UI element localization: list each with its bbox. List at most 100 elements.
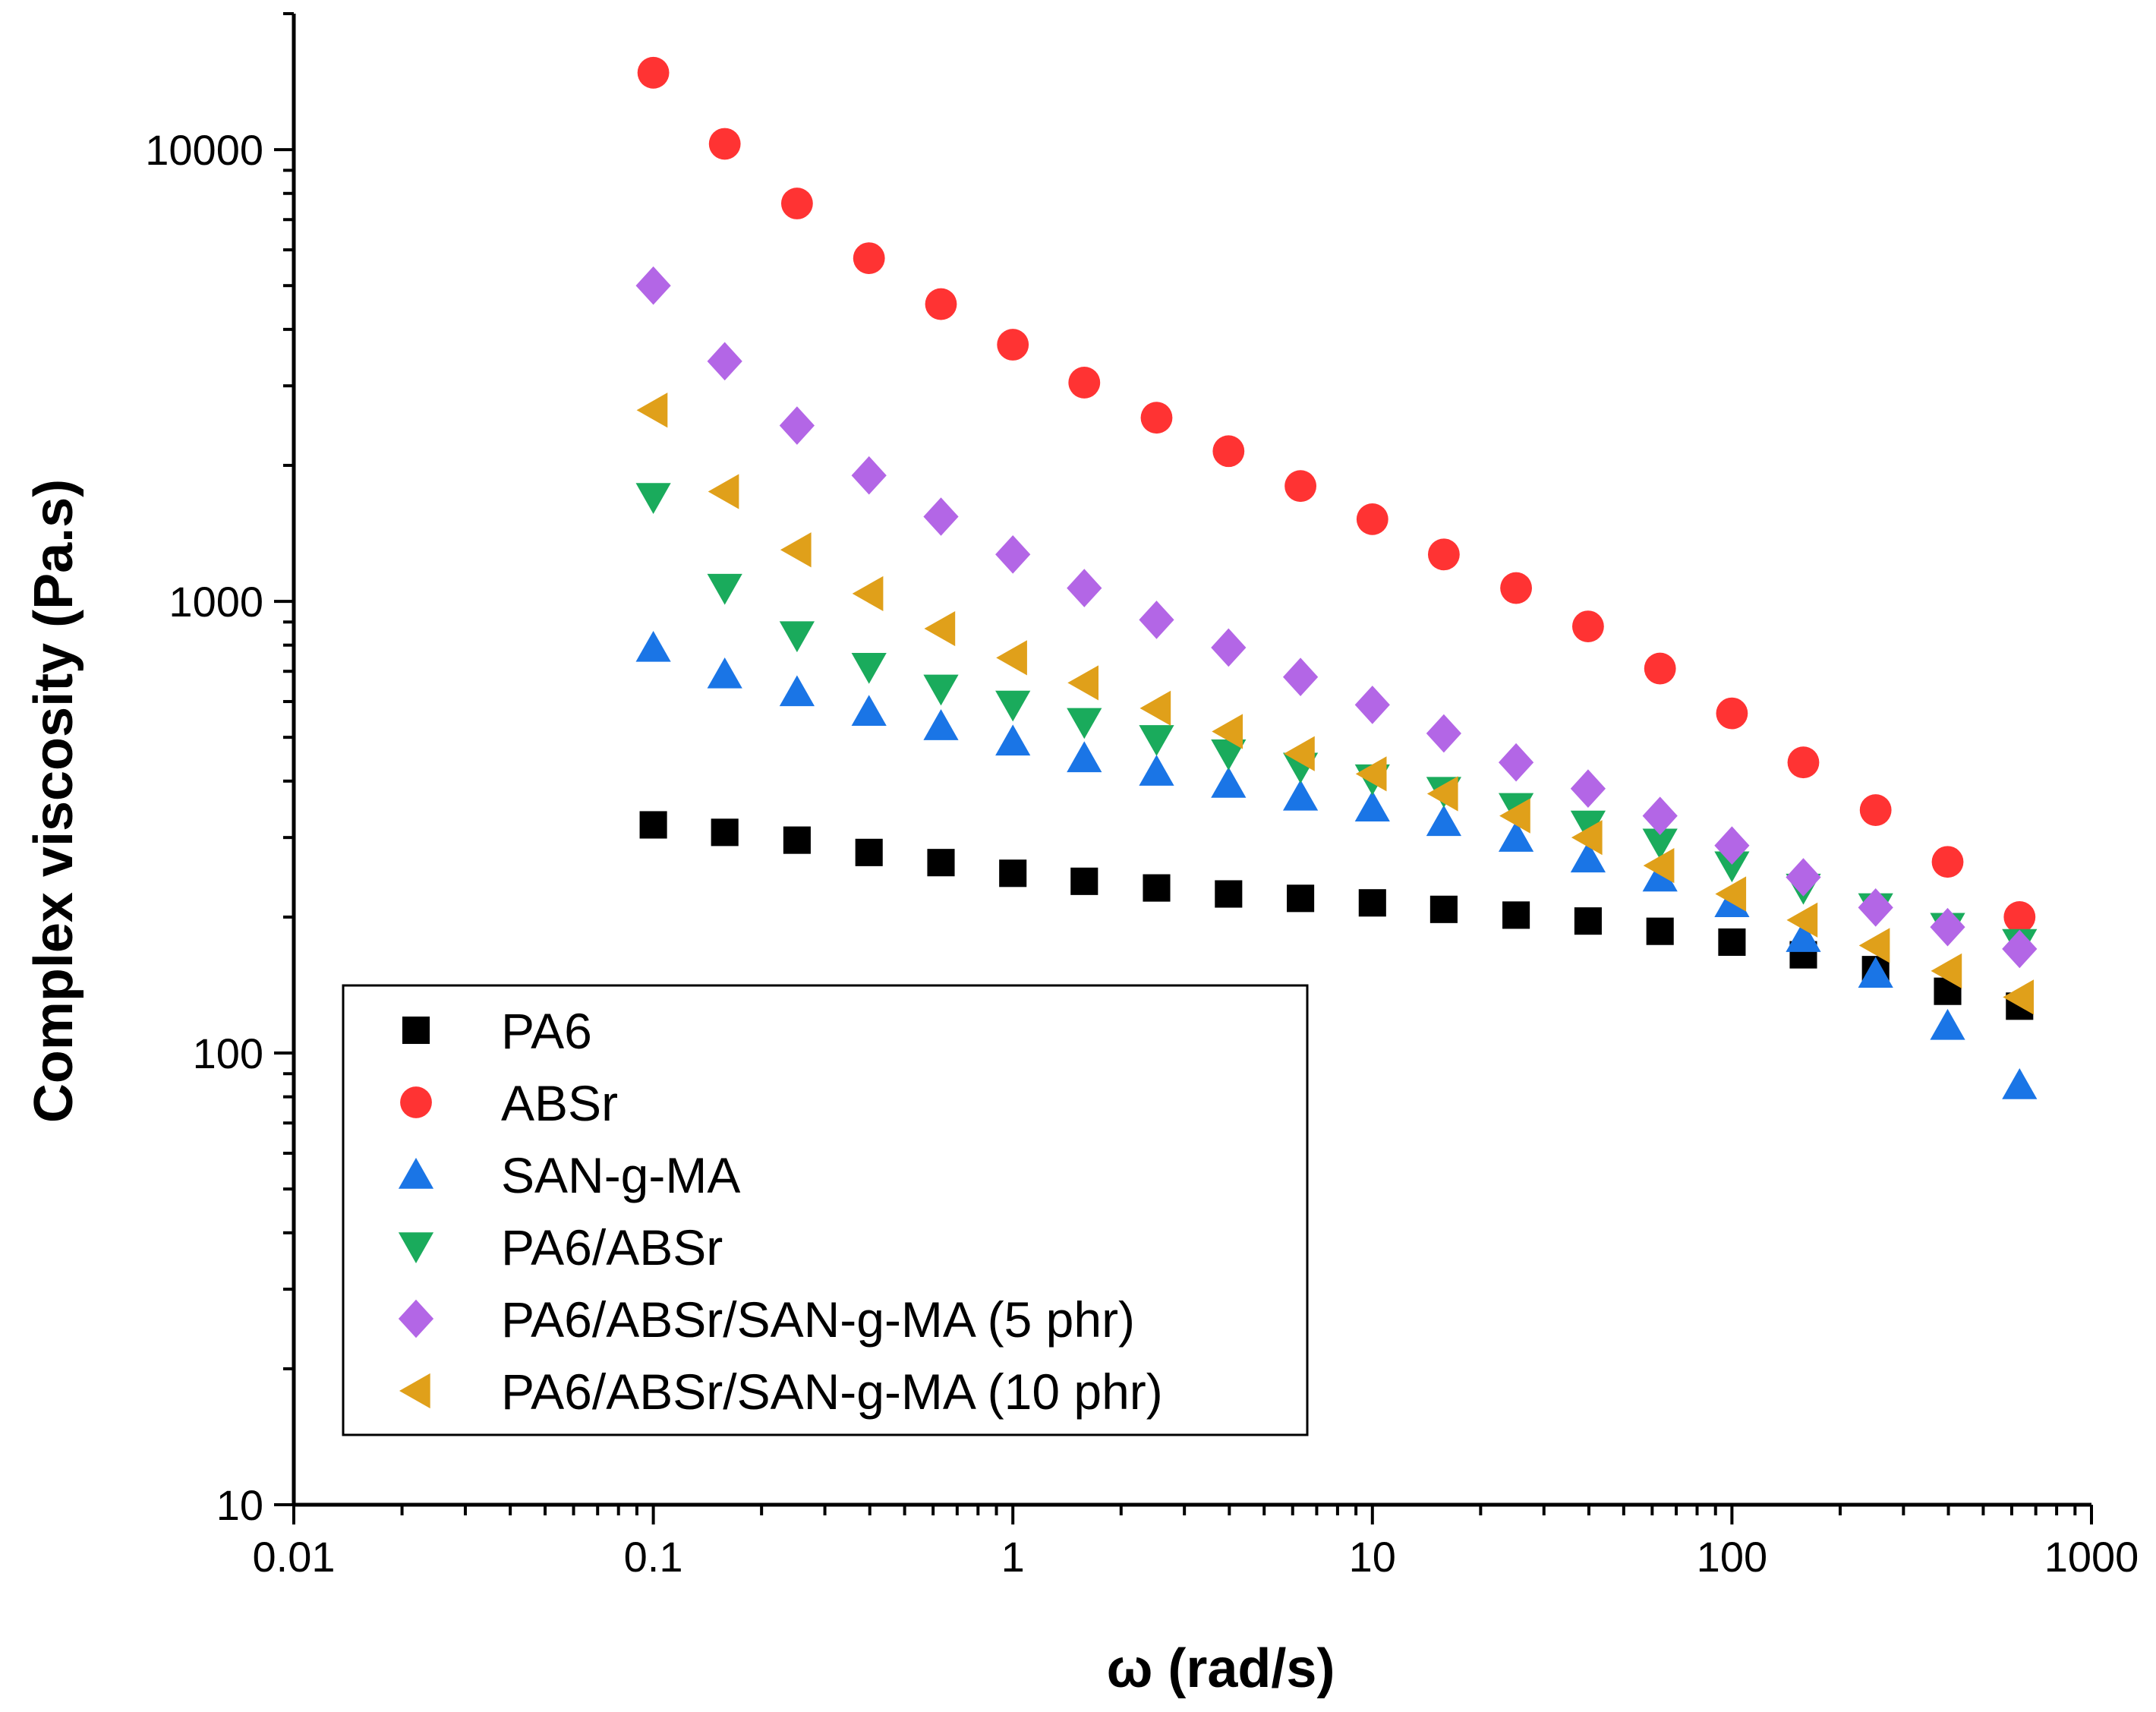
data-point [851, 653, 887, 684]
data-point [779, 406, 815, 445]
legend: PA6 ABSr SAN-g-MA PA6/ABSr PA6/ABSr/SAN-g-MA… [342, 984, 1309, 1436]
data-point [707, 573, 742, 605]
data-point [995, 724, 1031, 756]
data-point [1859, 794, 1892, 826]
data-point [995, 690, 1031, 722]
legend-item: ABSr [400, 1075, 618, 1131]
data-point [1070, 867, 1098, 895]
data-point [1786, 858, 1821, 897]
legend-label: PA6 [501, 1003, 592, 1059]
data-point [1358, 889, 1386, 917]
legend-marker [398, 1232, 434, 1263]
data-point [1644, 652, 1676, 685]
data-point [707, 657, 742, 689]
data-point [1211, 628, 1247, 667]
x-tick-label: 0.01 [253, 1533, 336, 1581]
data-point [1427, 538, 1460, 571]
axes: 0.01 0.1 1 10 100 1000 10 100 1000 10000 [145, 12, 2139, 1581]
legend-marker [398, 1158, 434, 1189]
y-tick-label: 10 [216, 1481, 263, 1529]
data-point [2003, 901, 2036, 933]
data-point [780, 188, 813, 219]
data-point [923, 709, 959, 740]
legend-box [342, 984, 1309, 1436]
y-tick-label: 100 [193, 1029, 263, 1077]
data-point [780, 532, 812, 568]
data-point [1429, 895, 1458, 923]
data-point [1718, 928, 1746, 957]
data-point [636, 393, 668, 428]
data-point [1284, 470, 1316, 503]
data-point [779, 675, 815, 707]
legend-item: PA6/ABSr [398, 1219, 723, 1275]
data-point [853, 242, 885, 274]
data-point [1643, 848, 1675, 884]
series-3 [635, 483, 2038, 960]
x-tick-label: 0.1 [624, 1533, 683, 1581]
data-point [1930, 907, 1965, 947]
data-point [923, 674, 959, 706]
data-point [999, 859, 1027, 888]
data-point [1570, 810, 1606, 842]
data-point [1426, 776, 1458, 812]
data-point [1642, 860, 1678, 892]
data-point [1570, 769, 1606, 809]
data-point [851, 695, 887, 727]
data-point [635, 630, 671, 662]
data-point [852, 575, 884, 612]
data-point [1139, 690, 1171, 726]
data-point [2003, 979, 2034, 1015]
data-point [1139, 755, 1174, 786]
data-point [851, 456, 887, 495]
data-point [1287, 884, 1315, 913]
data-point [995, 535, 1031, 574]
data-point [1858, 888, 1893, 927]
data-point [1715, 876, 1747, 912]
data-point [1500, 572, 1532, 604]
data-point [1354, 686, 1390, 724]
legend-marker [402, 1016, 430, 1045]
data-point [923, 497, 959, 536]
data-point [637, 56, 670, 89]
data-point [1067, 741, 1102, 773]
data-point [1858, 957, 1893, 988]
data-point [779, 621, 815, 653]
data-point [1646, 917, 1674, 945]
x-tick-label: 1 [1001, 1533, 1025, 1581]
data-point [1139, 601, 1174, 639]
x-tick-label: 10 [1349, 1533, 1396, 1581]
legend-marker [398, 1299, 434, 1338]
x-tick-label: 100 [1697, 1533, 1767, 1581]
data-point [1282, 657, 1319, 697]
data-point [1931, 846, 1964, 878]
legend-item: PA6 [402, 1003, 592, 1059]
legend-item: PA6/ABSr/SAN-g-MA (5 phr) [398, 1291, 1135, 1348]
data-point [1426, 805, 1461, 837]
legend-label: PA6/ABSr [501, 1219, 723, 1275]
x-axis-title: ω (rad/s) [1107, 1638, 1335, 1699]
legend-item: PA6/ABSr/SAN-g-MA (10 phr) [399, 1364, 1163, 1420]
data-point [1858, 928, 1890, 963]
data-point [1139, 725, 1174, 756]
series-0 [639, 811, 2034, 1020]
data-point [1212, 435, 1245, 468]
data-point [996, 640, 1027, 676]
data-point [783, 826, 811, 854]
data-point [1282, 779, 1319, 811]
legend-label: PA6/ABSr/SAN-g-MA (5 phr) [501, 1291, 1135, 1348]
data-point [1211, 767, 1247, 798]
data-point [1786, 921, 1821, 952]
data-point [711, 818, 739, 847]
data-point [997, 329, 1029, 361]
data-point [639, 811, 667, 839]
data-point [1355, 756, 1387, 792]
data-point [855, 838, 883, 866]
series-1 [637, 56, 2036, 933]
data-point [1067, 569, 1102, 607]
data-point [1426, 714, 1461, 753]
data-point [1572, 610, 1604, 642]
legend-label: SAN-g-MA [501, 1147, 740, 1203]
data-point [1143, 874, 1171, 902]
data-point [1067, 708, 1102, 739]
